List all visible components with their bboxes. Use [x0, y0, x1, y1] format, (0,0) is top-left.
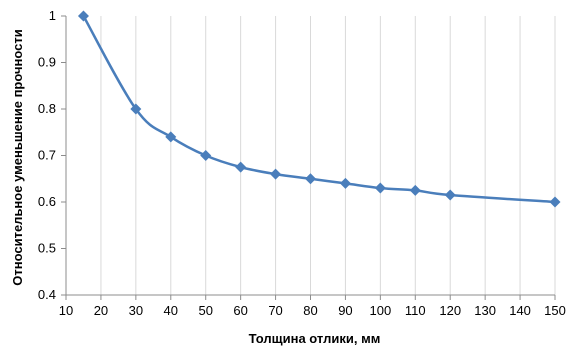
data-point-marker: [374, 182, 386, 194]
x-tick-label: 20: [94, 303, 108, 318]
x-tick-label: 10: [59, 303, 73, 318]
y-tick-label: 0.5: [38, 241, 56, 256]
x-tick-label: 150: [544, 303, 566, 318]
data-point-marker: [549, 196, 561, 208]
data-point-marker: [270, 168, 282, 180]
x-tick-label: 120: [439, 303, 461, 318]
x-tick-labels: 10 20 30 40 50 60 70 80 90 100 110 120 130 140 150: [59, 295, 566, 318]
data-point-marker: [305, 173, 316, 185]
y-tick-labels: 0.4 0.5 0.6 0.7 0.8 0.9 1: [38, 8, 66, 302]
x-tick-label: 140: [509, 303, 531, 318]
y-axis-label: Относительное уменьшение прочности: [10, 29, 25, 285]
data-point-marker: [200, 150, 212, 161]
x-axis-label: Толщина отлики, мм: [249, 331, 381, 346]
series-line: [82, 15, 556, 204]
x-tick-label: 90: [338, 303, 352, 318]
x-tick-label: 80: [303, 303, 317, 318]
data-point-marker: [409, 184, 421, 196]
y-tick-label: 0.8: [38, 101, 56, 116]
data-point-marker: [444, 189, 456, 201]
data-point-marker: [165, 131, 177, 143]
y-tick-label: 1: [49, 8, 56, 23]
x-tick-label: 100: [370, 303, 392, 318]
y-tick-label: 0.9: [38, 55, 56, 70]
data-point-marker: [130, 103, 142, 115]
x-tick-label: 70: [268, 303, 282, 318]
x-tick-label: 60: [233, 303, 247, 318]
data-point-marker: [339, 177, 351, 189]
series-group: [77, 10, 561, 208]
data-point-marker: [235, 161, 247, 173]
x-tick-label: 130: [474, 303, 496, 318]
x-tick-label: 30: [129, 303, 143, 318]
grid-lines: [100, 16, 556, 295]
x-tick-label: 50: [198, 303, 212, 318]
data-point-marker: [77, 10, 89, 22]
x-tick-label: 40: [164, 303, 178, 318]
y-tick-label: 0.7: [38, 148, 56, 163]
x-tick-label: 110: [405, 303, 426, 318]
y-tick-label: 0.6: [38, 194, 56, 209]
y-tick-label: 0.4: [38, 287, 56, 302]
